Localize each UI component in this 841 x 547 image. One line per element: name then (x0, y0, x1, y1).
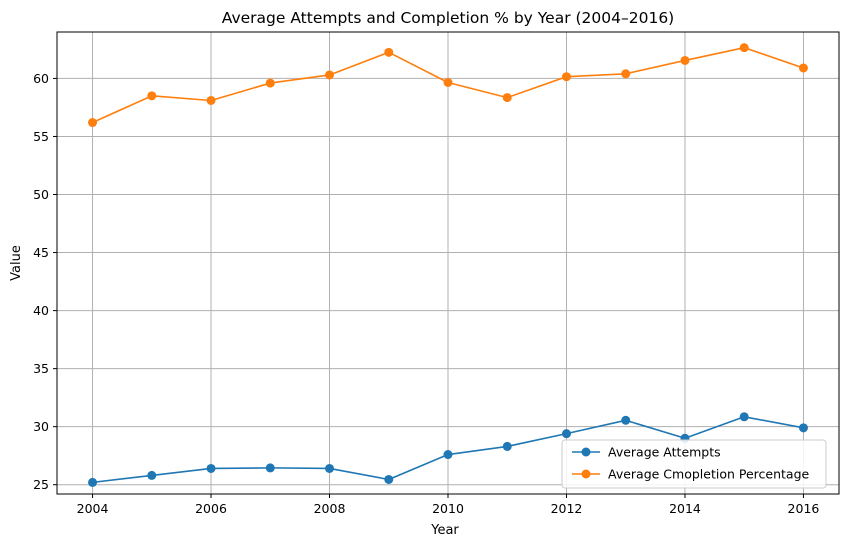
legend-entry-attempts: Average Attempts (572, 445, 721, 460)
series-1-point (206, 95, 216, 105)
series-1-point (384, 47, 394, 57)
series-0-point (798, 423, 808, 433)
legend-box (561, 439, 827, 489)
y-tick-label: 40 (33, 303, 49, 318)
series-0-point (206, 463, 216, 473)
y-axis-title: Value (9, 245, 24, 281)
x-tick-label: 2012 (551, 501, 583, 516)
series-1-point (443, 77, 453, 87)
series-0-point (325, 463, 335, 473)
x-tick-label: 2006 (195, 501, 227, 516)
y-tick-label: 45 (33, 245, 49, 260)
series-0-point (265, 463, 275, 473)
series-1-point (325, 70, 335, 80)
y-tick-label: 55 (33, 129, 49, 144)
y-tick-label: 30 (33, 419, 49, 434)
series-1-point (502, 93, 512, 103)
series-1-point (680, 55, 690, 65)
y-tick-label: 25 (33, 477, 49, 492)
series-0-point (561, 429, 571, 439)
legend-label-attempts: Average Attempts (608, 445, 721, 460)
x-tick-label: 2004 (77, 501, 109, 516)
chart-title: Average Attempts and Completion % by Yea… (222, 9, 674, 27)
series-0-point (621, 415, 631, 425)
x-axis-title: Year (430, 523, 459, 538)
series-0-point (147, 470, 157, 480)
series-0-point (443, 450, 453, 460)
y-tick-label: 50 (33, 187, 49, 202)
legend-marker-attempts (581, 447, 591, 457)
series-0-point (502, 441, 512, 451)
series-0-point (88, 477, 98, 487)
x-tick-label: 2008 (314, 501, 346, 516)
legend-marker-completion (581, 469, 591, 479)
y-tick-label: 60 (33, 71, 49, 86)
series-1-point (147, 91, 157, 101)
legend-entry-completion: Average Cmopletion Percentage (572, 467, 809, 482)
series-0-point (739, 412, 749, 422)
series-1-point (88, 118, 98, 128)
x-axis: 2004 2006 2008 2010 2012 2014 2016 (77, 494, 820, 516)
y-axis: 25 30 35 40 45 50 55 60 (33, 71, 57, 492)
legend: Average Attempts Average Cmopletion Perc… (561, 439, 827, 489)
x-tick-label: 2010 (432, 501, 464, 516)
y-tick-label: 35 (33, 361, 49, 376)
series-1-point (621, 69, 631, 79)
series-1-point (561, 72, 571, 82)
x-tick-label: 2016 (788, 501, 820, 516)
series-1-point (798, 63, 808, 73)
legend-label-completion: Average Cmopletion Percentage (608, 467, 809, 482)
series-1-point (265, 78, 275, 88)
series-0-point (384, 474, 394, 484)
series-1-point (739, 43, 749, 53)
grid (57, 32, 839, 494)
series-layer (88, 43, 808, 487)
x-tick-label: 2014 (669, 501, 701, 516)
